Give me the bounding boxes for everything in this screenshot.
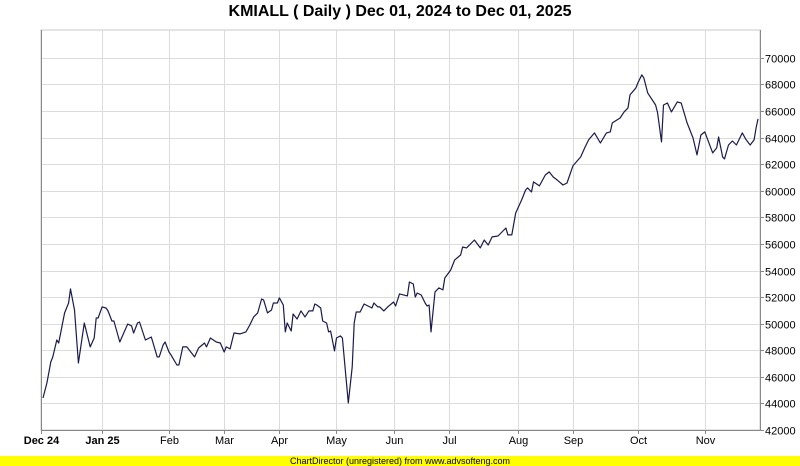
x-tick-label: Apr [271,435,288,447]
y-tick-label: 64000 [765,134,796,146]
x-tick-label: Jul [442,435,456,447]
y-tick-label: 44000 [765,399,796,411]
y-tick-label: 70000 [765,54,796,66]
y-tick-label: 68000 [765,80,796,92]
x-tick-label: Nov [696,435,716,447]
y-tick-label: 42000 [765,426,796,438]
x-tick-label: Feb [160,435,179,447]
y-tick-label: 58000 [765,213,796,225]
series-line-kmiall [42,74,759,404]
y-tick-label: 50000 [765,320,796,332]
y-tick-label: 48000 [765,346,796,358]
x-tick-label: Dec 24 [24,435,60,447]
y-tick-label: 60000 [765,187,796,199]
y-tick-label: 46000 [765,373,796,385]
x-axis-labels: Dec 24 Jan 25 Feb Mar Apr May Jun Jul Aug Sep Oct N… [24,435,716,447]
grid-lines [40,29,761,431]
y-tick-label: 52000 [765,293,796,305]
x-tick-label: Jun [386,435,404,447]
x-tick-label: May [326,435,347,447]
y-axis-labels: 42000 44000 46000 48000 50000 52000 54000 56000… [765,54,796,438]
y-tick-label: 66000 [765,107,796,119]
series-layer [42,74,759,404]
x-tick-label: Jan 25 [85,435,119,447]
chartdirector-footer: ChartDirector (unregistered) from www.ad… [0,456,800,466]
y-tick-label: 56000 [765,240,796,252]
plot-area [40,29,761,431]
chart-title: KMIALL ( Daily ) Dec 01, 2024 to Dec 01,… [228,3,572,20]
x-tick-label: Mar [215,435,234,447]
y-tick-label: 54000 [765,267,796,279]
x-tick-label: Aug [509,435,529,447]
x-tick-label: Oct [630,435,647,447]
axes [41,30,764,434]
x-tick-label: Sep [564,435,584,447]
y-tick-label: 62000 [765,160,796,172]
